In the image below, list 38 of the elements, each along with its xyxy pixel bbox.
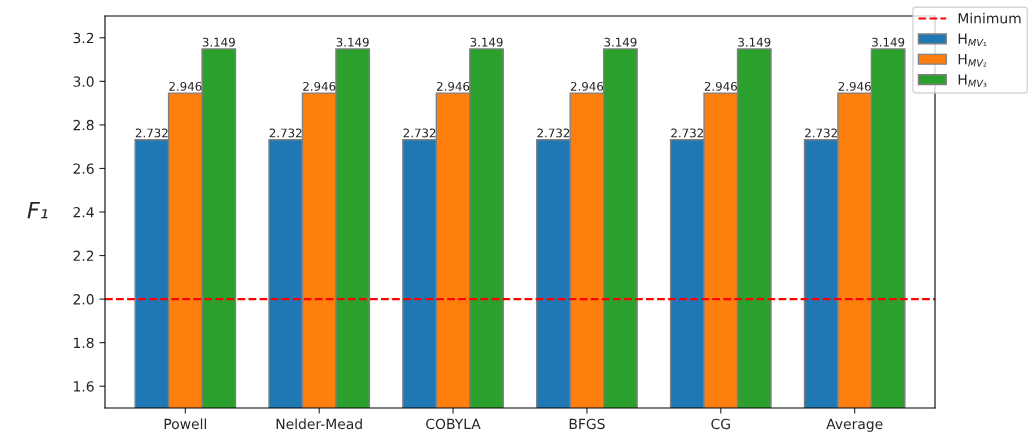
data-label: 2.732 (403, 128, 436, 138)
data-label: 2.732 (269, 128, 302, 138)
data-label: 2.732 (805, 128, 837, 138)
legend-label: H$_{MV₁}$ (958, 33, 987, 47)
data-label: 3.149 (604, 37, 637, 47)
x-tick-label: COBYLA (426, 418, 481, 430)
x-tick-label: CG (711, 418, 730, 430)
data-label: 3.149 (336, 37, 369, 47)
y-tick-label: 3.0 (73, 76, 94, 87)
data-label: 2.946 (437, 81, 470, 91)
y-tick-label: 2.8 (73, 119, 94, 131)
y-axis-title: F₁ (27, 201, 48, 219)
legend-label: Minimum (958, 12, 1021, 24)
y-tick-label: 2.6 (73, 163, 94, 174)
x-tick-label: Nelder-Mead (276, 418, 362, 430)
x-tick-label: Powell (164, 418, 207, 430)
data-label: 2.946 (838, 81, 871, 91)
y-tick-label: 1.8 (74, 337, 94, 349)
data-label: 2.732 (537, 128, 570, 138)
data-label: 2.946 (704, 81, 737, 91)
y-tick-label: 2.2 (73, 250, 94, 261)
legend-label: H$_{MV₂}$ (958, 54, 987, 67)
data-label: 3.149 (872, 37, 905, 47)
y-tick-label: 2.0 (73, 294, 94, 305)
data-label: 2.732 (135, 128, 168, 138)
data-label: 2.946 (303, 81, 336, 91)
x-tick-label: BFGS (569, 418, 605, 430)
data-label: 3.149 (738, 37, 771, 47)
data-label: 2.946 (169, 81, 202, 91)
y-tick-label: 3.2 (73, 32, 94, 44)
data-label: 2.732 (671, 128, 704, 138)
data-label: 3.149 (470, 37, 503, 47)
data-label: 3.149 (202, 37, 235, 47)
data-label: 2.946 (570, 81, 604, 91)
y-tick-label: 1.6 (74, 381, 94, 392)
x-tick-label: Average (826, 418, 883, 432)
y-tick-label: 2.4 (73, 206, 94, 218)
legend-label: H$_{MV₃}$ (958, 74, 987, 87)
